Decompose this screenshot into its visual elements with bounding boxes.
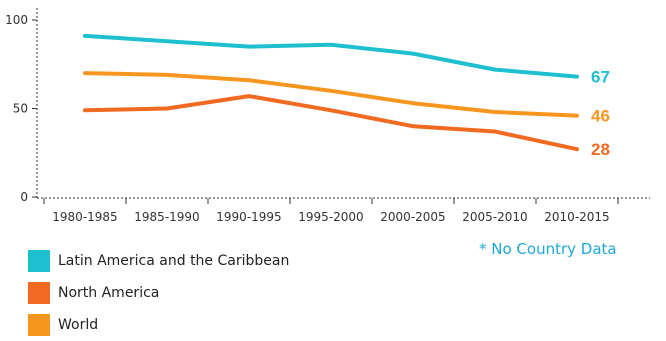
legend-label-north-america: North America xyxy=(58,285,160,301)
x-tick-label-2005-2010: 2005-2010 xyxy=(462,210,527,224)
legend-swatch-world xyxy=(28,314,50,336)
x-tick-label-1995-2000: 1995-2000 xyxy=(298,210,363,224)
legend-swatch-north-america xyxy=(28,282,50,304)
series-line-world xyxy=(83,71,579,118)
legend: Latin America and the Caribbean North Am… xyxy=(28,245,289,341)
y-tick-label-100: 100 xyxy=(5,13,28,27)
x-tick-label-1985-1990: 1985-1990 xyxy=(134,210,199,224)
legend-label-world: World xyxy=(58,317,99,333)
end-label-latin-america-and-the-caribbean: 67 xyxy=(591,68,610,87)
y-tick-label-0: 0 xyxy=(20,190,28,204)
series-line-latin-america-and-the-caribbean xyxy=(83,33,579,79)
x-tick-label-2000-2005: 2000-2005 xyxy=(380,210,445,224)
legend-label-latin-america: Latin America and the Caribbean xyxy=(58,253,290,269)
x-tick-label-2010-2015: 2010-2015 xyxy=(544,210,609,224)
labels-layer: 67 28 46 xyxy=(591,68,610,160)
end-label-world: 46 xyxy=(591,107,610,126)
series-layer xyxy=(83,33,579,152)
legend-swatch-latin-america xyxy=(28,250,50,272)
chart-axes: 0 50 100 1980-1985 1985-1990 1990-1995 1995-20… xyxy=(5,8,650,224)
legend-item-north-america: North America xyxy=(28,277,289,309)
legend-item-world: World xyxy=(28,309,289,341)
series-line-north-america xyxy=(83,94,579,152)
legend-item-latin-america: Latin America and the Caribbean xyxy=(28,245,289,277)
x-tick-label-1980-1985: 1980-1985 xyxy=(52,210,117,224)
end-label-north-america: 28 xyxy=(591,140,610,159)
y-tick-label-50: 50 xyxy=(13,102,28,116)
x-tick-label-1990-1995: 1990-1995 xyxy=(216,210,281,224)
no-country-data-note: * No Country Data xyxy=(479,240,617,258)
